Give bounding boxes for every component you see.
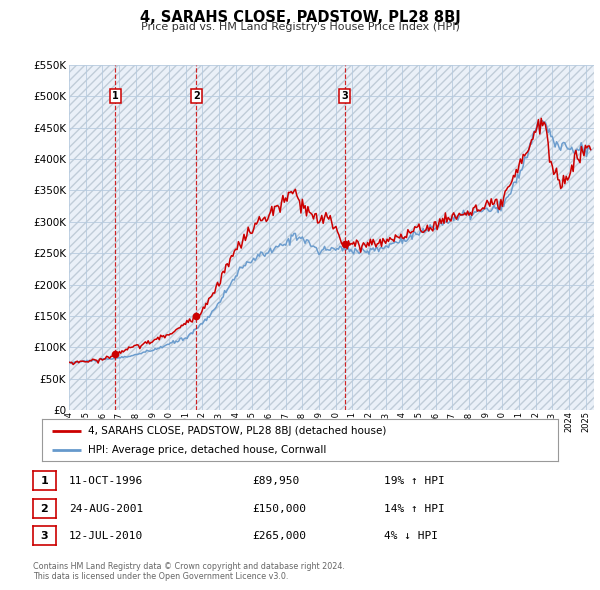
Text: 1: 1 — [112, 91, 119, 101]
Text: 24-AUG-2001: 24-AUG-2001 — [69, 504, 143, 513]
Text: £150,000: £150,000 — [252, 504, 306, 513]
Text: 2: 2 — [41, 504, 48, 513]
Text: 11-OCT-1996: 11-OCT-1996 — [69, 476, 143, 486]
Text: 1: 1 — [41, 476, 48, 486]
Text: 14% ↑ HPI: 14% ↑ HPI — [384, 504, 445, 513]
Text: £89,950: £89,950 — [252, 476, 299, 486]
Text: Contains HM Land Registry data © Crown copyright and database right 2024.
This d: Contains HM Land Registry data © Crown c… — [33, 562, 345, 581]
Text: 19% ↑ HPI: 19% ↑ HPI — [384, 476, 445, 486]
Text: 2: 2 — [193, 91, 200, 101]
Text: £265,000: £265,000 — [252, 531, 306, 540]
Text: 12-JUL-2010: 12-JUL-2010 — [69, 531, 143, 540]
Text: Price paid vs. HM Land Registry's House Price Index (HPI): Price paid vs. HM Land Registry's House … — [140, 22, 460, 32]
Text: HPI: Average price, detached house, Cornwall: HPI: Average price, detached house, Corn… — [88, 445, 327, 455]
Text: 4, SARAHS CLOSE, PADSTOW, PL28 8BJ (detached house): 4, SARAHS CLOSE, PADSTOW, PL28 8BJ (deta… — [88, 426, 387, 436]
Text: 4% ↓ HPI: 4% ↓ HPI — [384, 531, 438, 540]
Text: 4, SARAHS CLOSE, PADSTOW, PL28 8BJ: 4, SARAHS CLOSE, PADSTOW, PL28 8BJ — [140, 10, 460, 25]
Text: 3: 3 — [341, 91, 348, 101]
Text: 3: 3 — [41, 531, 48, 540]
